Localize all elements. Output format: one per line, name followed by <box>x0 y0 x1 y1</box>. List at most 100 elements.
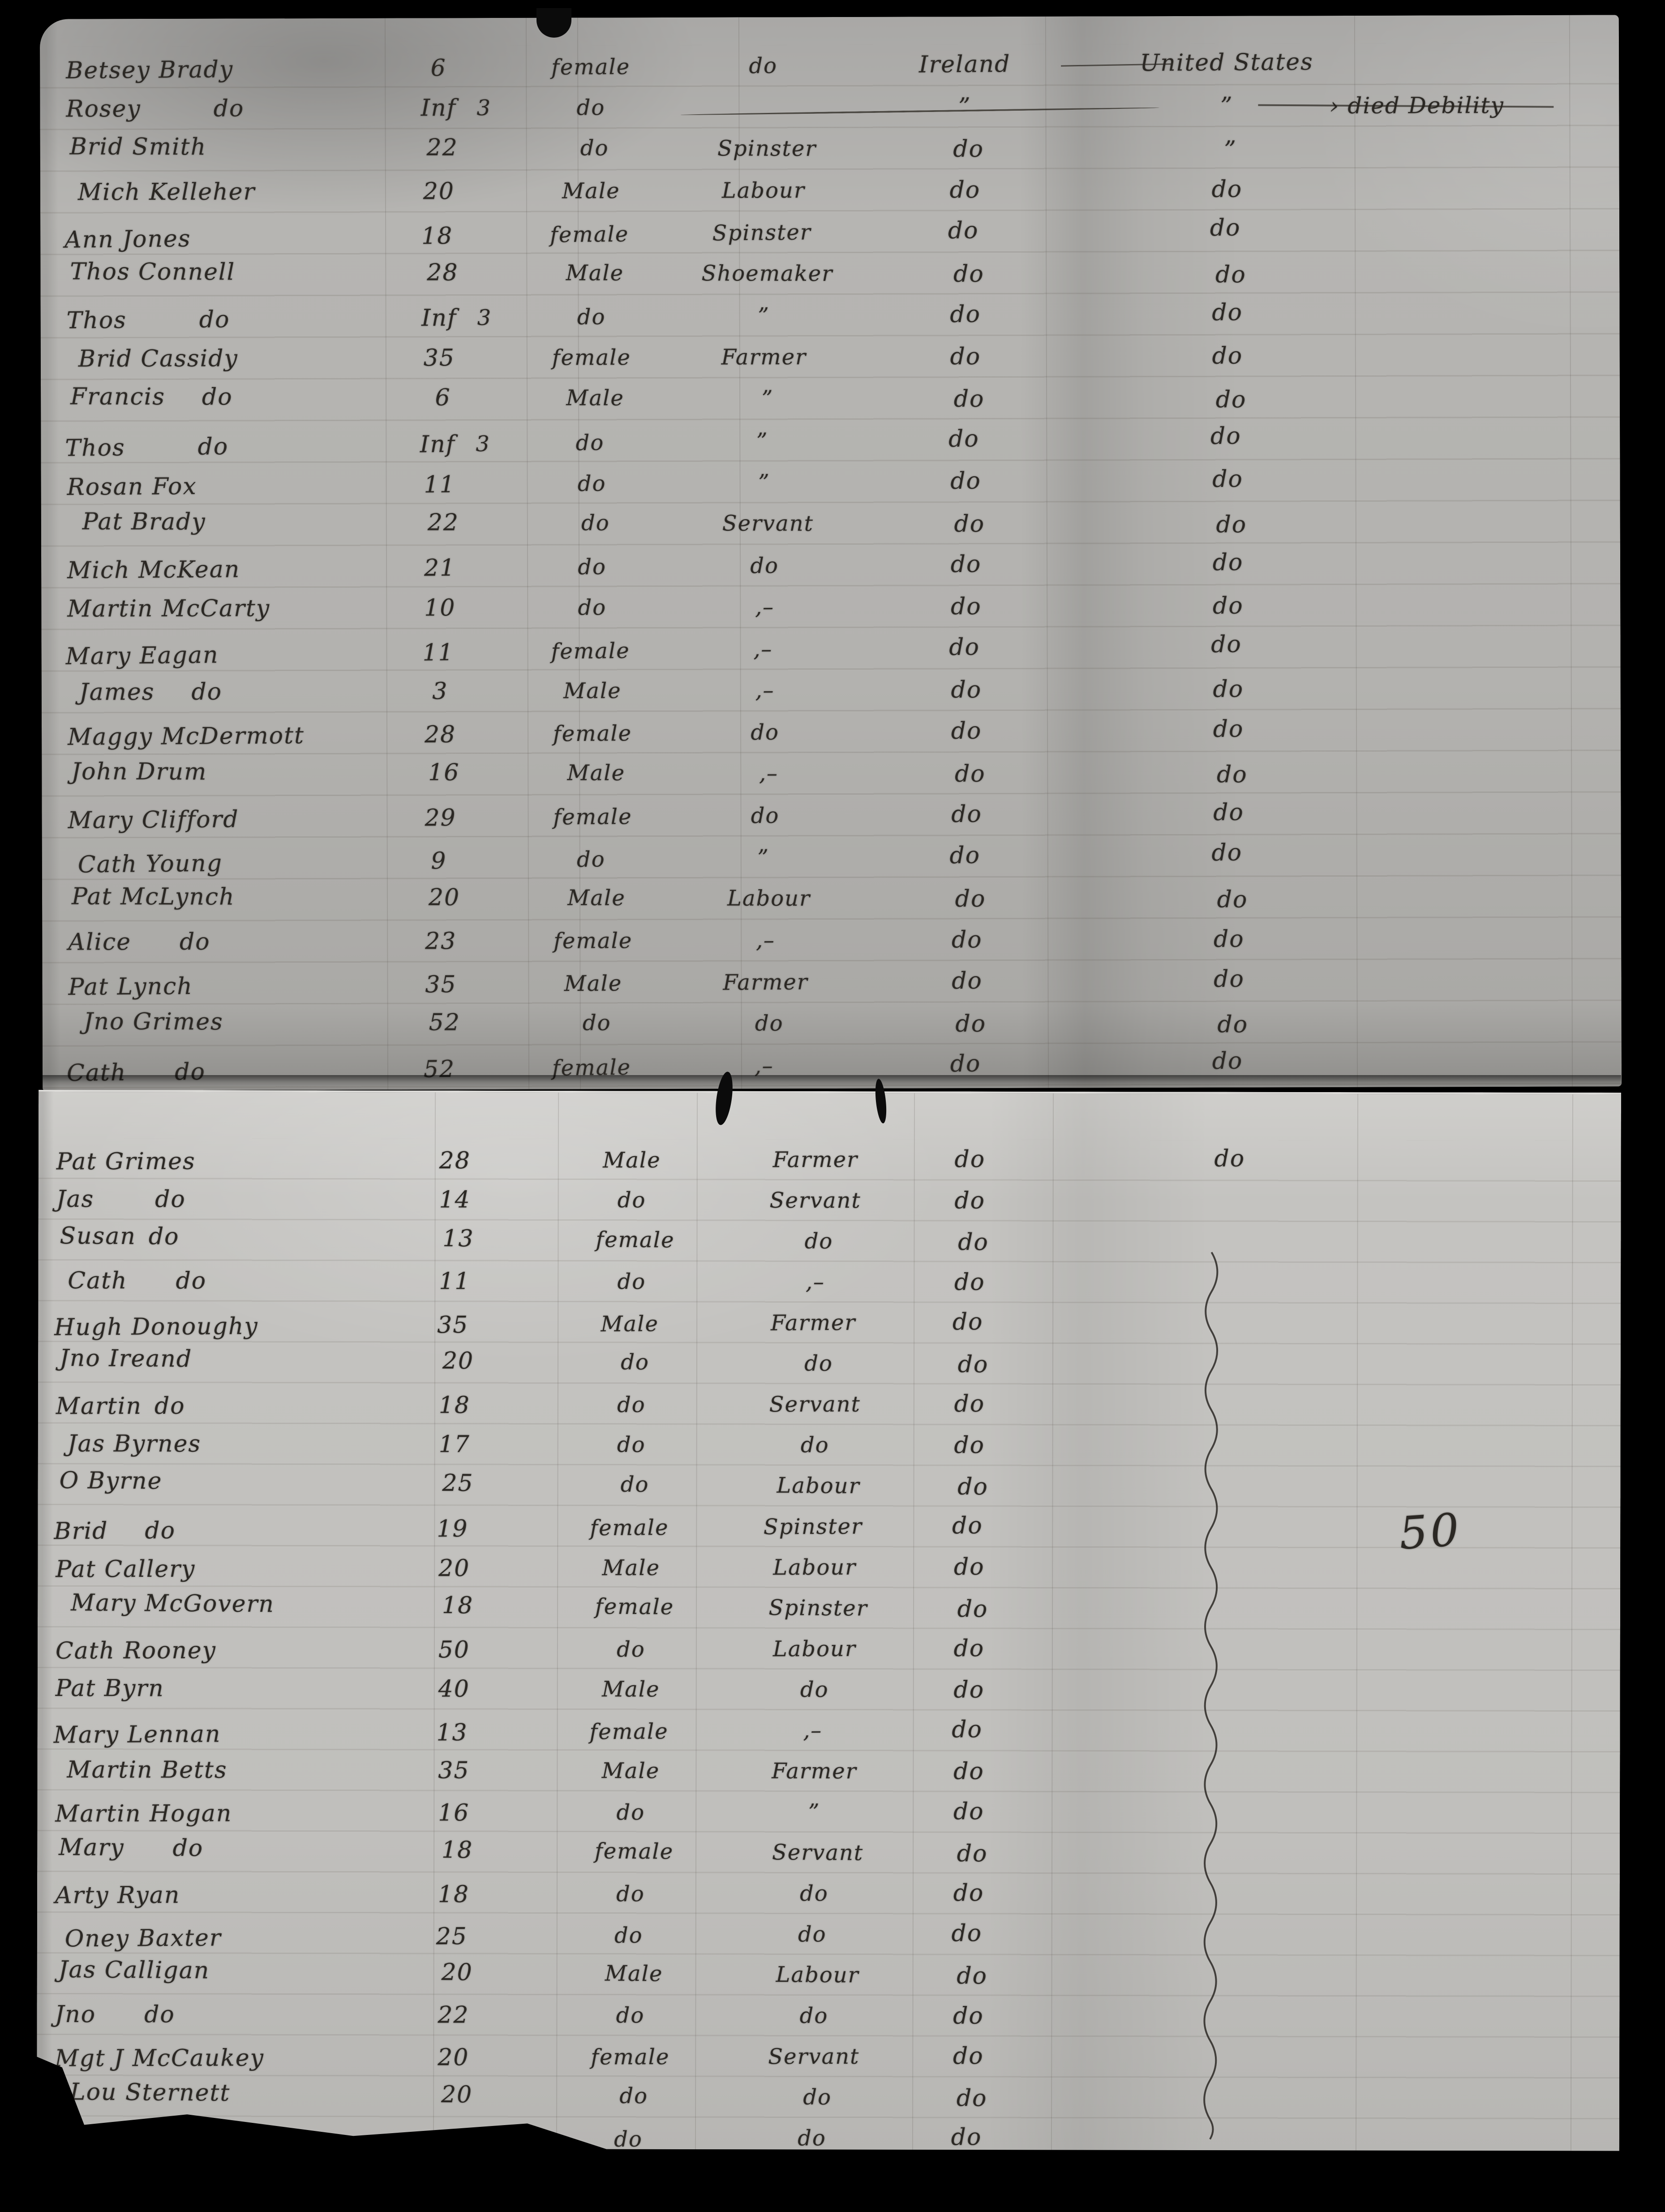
passenger-country: do <box>951 967 983 995</box>
manifest-row: Martin do 18 do Servant do <box>38 1382 1621 1427</box>
passenger-occupation: ‚– <box>755 928 775 953</box>
passenger-destination <box>1134 1346 1331 1347</box>
passenger-age: 25 <box>442 1469 474 1497</box>
passenger-name: Mary do <box>58 1833 204 1862</box>
passenger-country: do <box>957 1840 988 1868</box>
passenger-sex: Male <box>601 1311 659 1337</box>
passenger-destination: do <box>1213 715 1244 743</box>
passenger-sex: Male <box>564 971 622 997</box>
passenger-occupation: do <box>751 719 780 745</box>
passenger-country: do <box>957 1962 988 1990</box>
passenger-occupation: Spinster <box>712 219 811 246</box>
passenger-occupation: Spinster <box>717 136 817 161</box>
passenger-age: 6 <box>435 384 451 411</box>
passenger-remark <box>1334 129 1665 130</box>
passenger-country: do <box>951 926 983 954</box>
passenger-country: do <box>953 1798 984 1825</box>
manifest-row: Low Bolton 26 do do do <box>35 2113 1618 2164</box>
passenger-country: do <box>948 425 979 453</box>
passenger-country: do <box>949 842 981 869</box>
passenger-country: do <box>950 467 982 495</box>
manifest-row: Maggy McDermott 28 female do do do <box>42 706 1621 759</box>
passenger-sex: Male <box>601 1677 660 1702</box>
passenger-age-months: 3 <box>476 431 491 457</box>
passenger-age: 11 <box>422 639 454 667</box>
passenger-destination <box>1130 1790 1327 1791</box>
passenger-destination <box>1133 2079 1330 2081</box>
passenger-sex: female <box>590 1515 669 1541</box>
passenger-name: Mary McGovern <box>70 1589 275 1618</box>
passenger-country: do <box>950 593 982 620</box>
passenger-destination: do <box>1213 925 1244 953</box>
passenger-name: Low Bolton <box>52 2128 196 2156</box>
passenger-country: do <box>951 676 982 704</box>
passenger-sex: do <box>617 1637 645 1662</box>
passenger-remark <box>1334 254 1665 255</box>
passenger-age: 28 <box>424 721 456 749</box>
passenger-age: 19 <box>437 1515 468 1543</box>
passenger-name: Betsey Brady <box>65 56 234 84</box>
passenger-sex: do <box>617 1432 646 1458</box>
passenger-destination: do <box>1211 839 1243 867</box>
passenger-remark <box>1332 1225 1665 1227</box>
passenger-age: 35 <box>425 971 457 998</box>
passenger-name: Martin McCarty <box>67 595 270 623</box>
passenger-remark <box>1328 1137 1665 1138</box>
passenger-country: do <box>953 385 985 413</box>
passenger-destination: do <box>1212 592 1244 620</box>
passenger-destination <box>1131 1262 1328 1263</box>
passenger-remark <box>1336 1004 1665 1005</box>
manifest-row: Brid Cassidy 35 female Farmer do do <box>41 334 1620 380</box>
passenger-remark: › died Debility <box>1330 92 1504 119</box>
passenger-occupation: Servant <box>722 511 814 536</box>
passenger-sex: do <box>619 2083 648 2109</box>
passenger-name: Cath do <box>68 1267 207 1295</box>
passenger-destination <box>1129 2035 1326 2036</box>
passenger-remark <box>1330 39 1665 41</box>
passenger-sex: Male <box>567 760 626 786</box>
passenger-destination: United States <box>1140 48 1313 77</box>
passenger-age: 28 <box>439 1147 471 1175</box>
passenger-country: do <box>951 2123 982 2151</box>
passenger-sex: do <box>614 1923 643 1948</box>
passenger-name: Lou Sternett <box>69 2079 231 2107</box>
passenger-occupation: Farmer <box>721 344 807 370</box>
passenger-country: do <box>954 1187 985 1214</box>
passenger-country: do <box>954 1269 985 1296</box>
passenger-age: 52 <box>429 1009 460 1036</box>
passenger-sex: female <box>591 2044 670 2070</box>
passenger-name: Pat Byrn <box>55 1674 164 1702</box>
passenger-age: 11 <box>424 471 455 499</box>
passenger-name: Thos Connell <box>70 258 236 286</box>
passenger-country: do <box>948 217 979 245</box>
passenger-destination <box>1133 1957 1330 1958</box>
passenger-sex: Male <box>602 1147 661 1173</box>
manifest-row: James do 3 Male ‚– do do <box>42 667 1621 713</box>
passenger-name: Brid Cassidy <box>78 345 238 373</box>
passenger-name: Thos do <box>65 433 229 462</box>
row-area: Betsey Brady 6 female do Ireland United … <box>40 43 1622 1089</box>
passenger-sex: Male <box>602 1555 661 1581</box>
passenger-occupation <box>662 86 864 87</box>
passenger-age: 21 <box>424 554 456 582</box>
passenger-age: 20 <box>441 1958 473 1986</box>
passenger-occupation: do <box>749 53 778 79</box>
passenger-country: do <box>950 301 981 328</box>
row-area: Pat Grimes 28 Male Farmer do do Jas do 1… <box>37 1138 1621 2160</box>
passenger-sex: do <box>577 471 606 496</box>
passenger-name: Rosey do <box>66 95 245 123</box>
passenger-age: 18 <box>438 1881 470 1908</box>
passenger-sex: do <box>614 2126 643 2152</box>
passenger-destination: do <box>1213 799 1244 826</box>
passenger-name: Alice do <box>68 928 210 956</box>
passenger-name: James do <box>79 678 223 706</box>
passenger-age: 25 <box>436 1923 468 1950</box>
passenger-age-months <box>476 631 516 632</box>
manifest-row: Jas Calligan 20 Male Labour do <box>40 1949 1623 2001</box>
passenger-sex: Male <box>566 260 624 286</box>
passenger-name: Pat Brady <box>82 508 206 536</box>
passenger-age: 16 <box>438 1799 470 1827</box>
passenger-destination <box>1131 1425 1328 1426</box>
passenger-sex: do <box>617 1269 646 1295</box>
passenger-name: Francis do <box>70 383 233 411</box>
